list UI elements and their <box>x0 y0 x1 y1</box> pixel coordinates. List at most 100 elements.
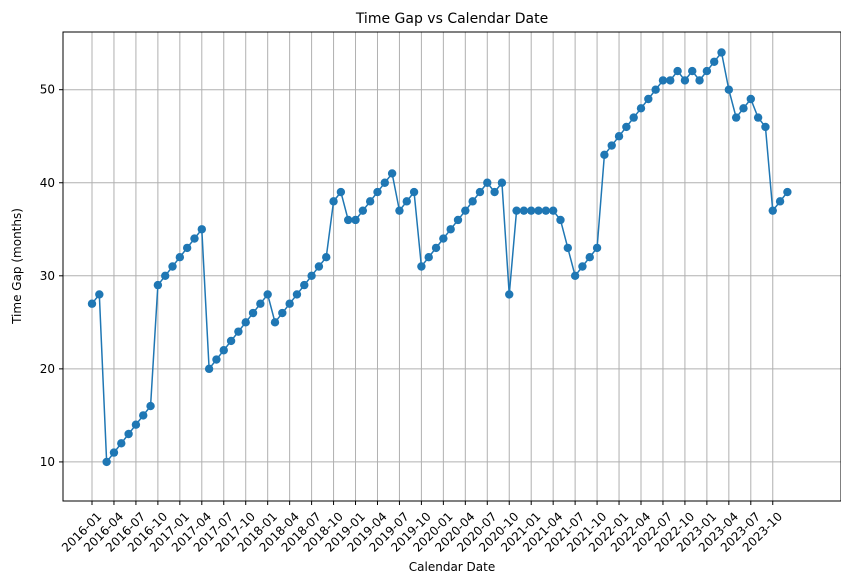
data-point <box>314 262 324 271</box>
y-tick-label: 50 <box>40 83 55 97</box>
plot-frame <box>62 31 841 502</box>
data-point <box>717 48 726 57</box>
data-point <box>161 271 170 281</box>
data-point <box>417 262 426 271</box>
data-point <box>468 197 477 206</box>
data-point <box>541 206 551 215</box>
data-point <box>307 271 316 281</box>
y-tick-label: 30 <box>40 269 55 283</box>
data-point <box>512 206 521 215</box>
data-point <box>241 318 250 327</box>
data-point <box>95 290 104 299</box>
data-point <box>592 243 602 253</box>
data-point <box>263 290 272 299</box>
data-point <box>373 187 382 197</box>
data-point <box>702 66 712 76</box>
data-point <box>431 243 441 253</box>
data-point <box>285 299 294 308</box>
data-point <box>658 76 668 85</box>
data-point <box>490 187 499 197</box>
data-point <box>292 290 302 299</box>
data-point <box>453 215 463 225</box>
data-point <box>380 178 389 187</box>
data-point <box>344 215 353 225</box>
data-point <box>534 206 543 215</box>
data-point <box>219 346 228 355</box>
y-tick-label: 20 <box>40 362 55 376</box>
data-point <box>505 290 514 299</box>
data-point <box>270 318 280 327</box>
data-point <box>622 122 631 132</box>
data-point <box>753 113 763 122</box>
data-point <box>548 206 558 215</box>
data-point <box>139 411 148 420</box>
data-point <box>527 206 536 215</box>
data-point <box>168 262 177 271</box>
data-point <box>395 206 404 215</box>
data-point <box>578 262 587 271</box>
data-point <box>387 169 397 178</box>
data-point <box>673 66 682 76</box>
data-point <box>614 132 624 141</box>
data-point <box>724 85 734 94</box>
data-point <box>768 206 777 215</box>
data-point <box>570 271 580 281</box>
data-point <box>739 104 748 113</box>
chart-title: Time Gap vs Calendar Date <box>355 11 548 27</box>
data-point <box>102 457 111 467</box>
data-point <box>424 252 433 262</box>
y-tick-label: 40 <box>40 176 55 190</box>
data-point <box>248 308 258 318</box>
data-point <box>783 187 792 197</box>
data-point <box>336 187 346 197</box>
data-point <box>402 197 411 206</box>
data-point <box>600 150 609 160</box>
data-point <box>629 113 638 122</box>
data-point <box>644 94 653 104</box>
data-point <box>775 197 785 206</box>
data-point <box>358 206 368 215</box>
data-point <box>585 252 594 262</box>
data-point <box>556 215 565 225</box>
data-point <box>519 206 529 215</box>
data-point <box>446 225 455 234</box>
data-point <box>409 187 419 197</box>
data-point <box>212 355 221 364</box>
data-point <box>461 206 470 215</box>
data-point <box>234 327 243 336</box>
data-point <box>329 197 338 206</box>
y-axis-ticks: 10 20 30 40 50 <box>40 83 63 469</box>
data-point <box>117 439 126 448</box>
data-point <box>146 401 155 411</box>
data-point <box>124 429 133 439</box>
data-point <box>483 178 492 187</box>
data-point <box>256 299 265 308</box>
data-point <box>322 252 331 262</box>
x-axis-label: Calendar Date <box>409 560 495 574</box>
data-point <box>153 280 163 290</box>
data-point <box>351 215 360 225</box>
data-point <box>731 113 741 122</box>
data-points <box>87 48 792 467</box>
data-point <box>651 85 660 94</box>
data-point <box>226 336 236 346</box>
data-point <box>666 76 675 85</box>
grid-lines <box>63 32 841 501</box>
y-axis-label: Time Gap (months) <box>10 208 24 325</box>
data-point <box>680 76 690 85</box>
data-point <box>182 243 192 253</box>
data-point <box>190 234 199 243</box>
data-point <box>563 243 572 253</box>
data-point <box>197 225 206 234</box>
data-point <box>710 57 719 66</box>
data-point <box>497 178 507 187</box>
data-point <box>300 280 309 290</box>
data-point <box>109 448 119 457</box>
data-point <box>204 364 214 374</box>
data-point <box>695 76 704 85</box>
data-point <box>87 299 97 308</box>
data-point <box>761 122 770 132</box>
data-point <box>175 252 185 262</box>
